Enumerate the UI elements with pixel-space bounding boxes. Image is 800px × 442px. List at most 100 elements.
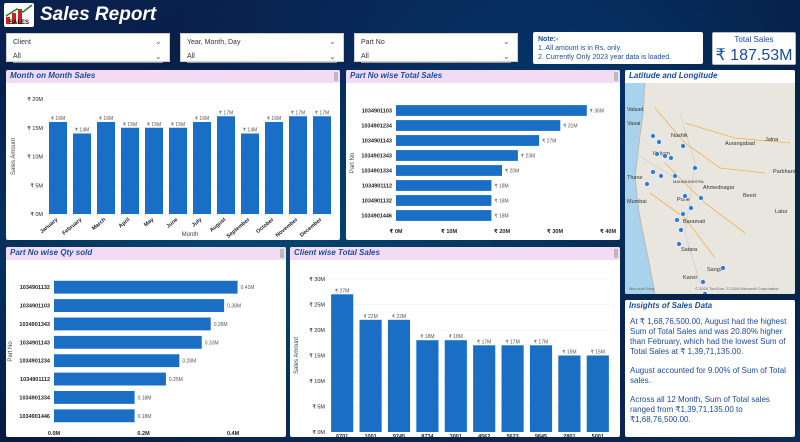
bar-May[interactable] xyxy=(145,127,163,214)
data-label: ₹ 17M xyxy=(315,110,329,116)
bar-1034901334[interactable] xyxy=(396,165,502,176)
bar-1034901234[interactable] xyxy=(54,354,180,368)
map-place-label: Vasai xyxy=(627,121,640,127)
bar-6701[interactable] xyxy=(331,294,354,432)
data-label: ₹ 18M xyxy=(449,334,463,340)
bar-November[interactable] xyxy=(289,116,307,214)
bar-1034901103[interactable] xyxy=(54,299,225,312)
data-label: ₹ 17M xyxy=(505,339,519,345)
bar-1034901234[interactable] xyxy=(396,120,561,131)
chevron-down-icon[interactable]: ⌄ xyxy=(503,37,510,46)
map-location-dot[interactable] xyxy=(702,291,708,295)
part-slicer-value[interactable]: All xyxy=(361,53,511,63)
map-view[interactable]: Valsad Nashik Aurangabad Jalna Vasai Kalyan Th… xyxy=(625,82,795,295)
date-slicer-value[interactable]: All xyxy=(187,53,337,63)
y-tick-label: ₹ 20M xyxy=(309,327,325,334)
x-tick-label: November xyxy=(275,216,300,238)
map-location-dot[interactable] xyxy=(698,195,704,201)
bar-February[interactable] xyxy=(73,133,91,215)
map-location-dot[interactable] xyxy=(674,217,680,223)
x-tick-label: ₹ 30M xyxy=(547,228,563,235)
map-place-label: Aurangabad xyxy=(725,141,755,147)
bar-3001[interactable] xyxy=(444,340,467,432)
y-tick-label: ₹ 10M xyxy=(27,154,43,161)
bar-1034901343[interactable] xyxy=(54,317,211,331)
map-location-dot[interactable] xyxy=(654,151,660,157)
y-tick-label: ₹ 15M xyxy=(27,125,43,132)
map-location-dot[interactable] xyxy=(688,205,694,211)
bar-January[interactable] xyxy=(49,122,67,214)
bar-8734[interactable] xyxy=(416,340,439,432)
map-location-dot[interactable] xyxy=(682,193,688,199)
bar-4562[interactable] xyxy=(473,345,496,432)
chevron-down-icon[interactable]: ⌄ xyxy=(155,52,162,61)
map-location-dot[interactable] xyxy=(676,241,682,247)
map-location-dot[interactable] xyxy=(662,153,668,159)
bar-1034901143[interactable] xyxy=(54,335,202,349)
x-tick-label: 5623 xyxy=(506,434,518,437)
map-location-dot[interactable] xyxy=(680,211,686,217)
bar-1034901112[interactable] xyxy=(396,180,492,191)
bar-June[interactable] xyxy=(169,127,187,214)
map-location-dot[interactable] xyxy=(668,155,674,161)
y-tick-label: 1034901132 xyxy=(362,199,392,205)
bar-April[interactable] xyxy=(121,127,139,214)
x-tick-label: 3001 xyxy=(450,434,462,437)
bar-September[interactable] xyxy=(241,133,259,215)
map-location-dot[interactable] xyxy=(650,133,656,139)
bar-1034901446[interactable] xyxy=(54,409,135,423)
logo-text: SALES xyxy=(9,20,29,26)
bar-July[interactable] xyxy=(193,122,211,214)
map-location-dot[interactable] xyxy=(658,173,664,179)
bar-1034901334[interactable] xyxy=(54,391,135,404)
bar-1034901103[interactable] xyxy=(396,105,587,116)
data-label: ₹ 31M xyxy=(563,124,577,130)
part-qty-panel: Part No wise Qty sold 0.41M 1034901132 0.3… xyxy=(6,247,286,437)
client-slicer-value[interactable]: All xyxy=(13,53,163,63)
bar-1034901132[interactable] xyxy=(54,280,238,294)
data-label: ₹ 17M xyxy=(291,110,305,116)
bar-9745[interactable] xyxy=(387,319,411,432)
map-location-dot[interactable] xyxy=(672,173,678,179)
map-location-dot[interactable] xyxy=(720,265,726,271)
x-tick-label: 4562 xyxy=(478,434,490,437)
map-location-dot[interactable] xyxy=(680,143,686,149)
map-location-dot[interactable] xyxy=(700,279,706,285)
bar-August[interactable] xyxy=(217,116,235,214)
bar-5623[interactable] xyxy=(501,345,524,432)
bar-1034901343[interactable] xyxy=(396,150,518,161)
chevron-down-icon[interactable]: ⌄ xyxy=(329,37,336,46)
map-location-dot[interactable] xyxy=(678,227,684,233)
bar-2801[interactable] xyxy=(558,355,581,433)
client-slicer[interactable]: Client ⌄ All ⌄ xyxy=(6,33,170,63)
x-tick-label: June xyxy=(166,217,180,230)
map-location-dot[interactable] xyxy=(656,139,662,145)
bar-October[interactable] xyxy=(265,122,283,214)
chevron-down-icon[interactable]: ⌄ xyxy=(329,52,336,61)
chevron-down-icon[interactable]: ⌄ xyxy=(503,52,510,61)
bar-1034901112[interactable] xyxy=(54,372,166,386)
part-sales-chart: ₹ 36M 1034901103 ₹ 31M 1034901234 ₹ 27M 10349… xyxy=(350,105,616,235)
data-label: ₹ 16M xyxy=(195,116,209,122)
bar-5001[interactable] xyxy=(586,355,609,433)
part-slicer[interactable]: Part No ⌄ All ⌄ xyxy=(354,33,518,63)
x-tick-label: July xyxy=(191,216,204,228)
data-label: ₹ 15M xyxy=(591,350,605,356)
bar-9845[interactable] xyxy=(529,345,553,432)
bar-1034901132[interactable] xyxy=(396,195,492,206)
bar-1034901446[interactable] xyxy=(396,210,492,221)
bar-1001[interactable] xyxy=(359,319,382,432)
bar-1034901143[interactable] xyxy=(396,135,540,146)
y-tick-label: ₹ 20M xyxy=(27,96,43,103)
chevron-down-icon[interactable]: ⌄ xyxy=(155,37,162,46)
date-slicer[interactable]: Year, Month, Day ⌄ All ⌄ xyxy=(180,33,344,63)
bar-March[interactable] xyxy=(97,122,115,214)
y-axis-title: Sales Amount xyxy=(294,337,300,374)
y-tick-label: 1034901112 xyxy=(20,377,50,383)
map-location-dot[interactable] xyxy=(692,165,698,171)
map-location-dot[interactable] xyxy=(644,181,650,187)
data-label: ₹ 36M xyxy=(590,109,604,115)
map-location-dot[interactable] xyxy=(650,169,656,175)
bar-December[interactable] xyxy=(313,116,331,214)
x-tick-label: May xyxy=(143,216,156,228)
